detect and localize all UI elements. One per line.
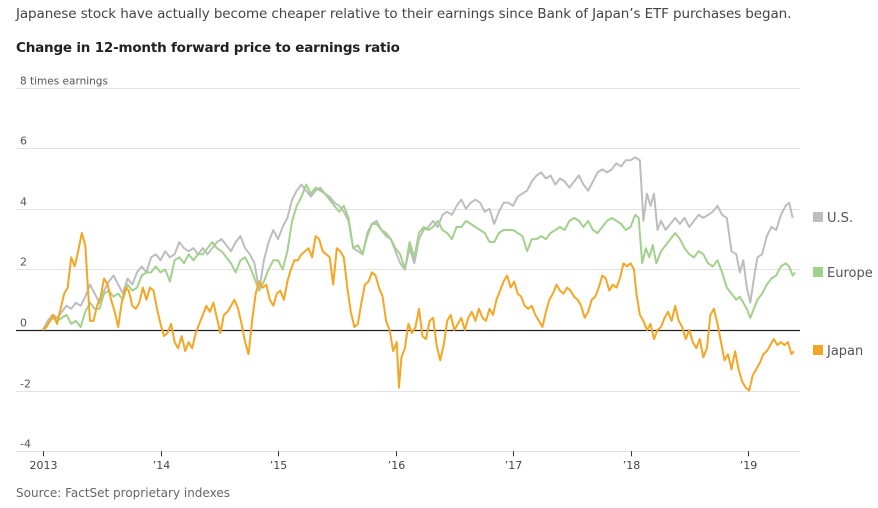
chart-title: Change in 12-month forward price to earn… (16, 40, 400, 56)
legend: U.S. Europe Japan (813, 211, 873, 359)
y-tick-label: -2 (20, 378, 31, 391)
y-axis-labels: -4 -2 0 2 4 6 8 times earnings (20, 76, 108, 451)
source-note: Source: FactSet proprietary indexes (16, 486, 230, 500)
legend-label-europe: Europe (827, 266, 873, 281)
x-tick-label: ’14 (153, 459, 171, 472)
x-tick-label: ’18 (623, 459, 641, 472)
y-tick-label: 4 (20, 196, 27, 209)
x-tick-label: ’17 (505, 459, 523, 472)
x-tick-label: 2013 (30, 459, 58, 472)
x-tick-label: ’16 (388, 459, 406, 472)
series-line-europe (42, 183, 796, 331)
gridlines (16, 88, 800, 452)
chart-subtitle: Japanese stock have actually become chea… (16, 6, 792, 22)
y-tick-label: 2 (20, 256, 27, 269)
x-tick-label: ’15 (270, 459, 288, 472)
y-tick-label: 0 (20, 317, 27, 330)
x-tick-label: ’19 (740, 459, 758, 472)
y-tick-label: -4 (20, 438, 31, 451)
legend-label-us: U.S. (827, 211, 853, 226)
y-tick-label: 6 (20, 135, 27, 148)
y-tick-label: 8 times earnings (20, 76, 108, 88)
legend-swatch-us (813, 212, 823, 222)
x-axis: 2013 ’14 ’15 ’16 ’17 ’18 ’19 (30, 451, 758, 472)
legend-label-japan: Japan (826, 344, 863, 359)
legend-swatch-europe (813, 267, 823, 277)
series-lines (42, 156, 796, 392)
line-chart: -4 -2 0 2 4 6 8 times earnings 2013 ’14 ’15 ’16 ’1… (16, 76, 873, 472)
series-line-japan (42, 232, 795, 392)
legend-swatch-japan (813, 345, 823, 355)
